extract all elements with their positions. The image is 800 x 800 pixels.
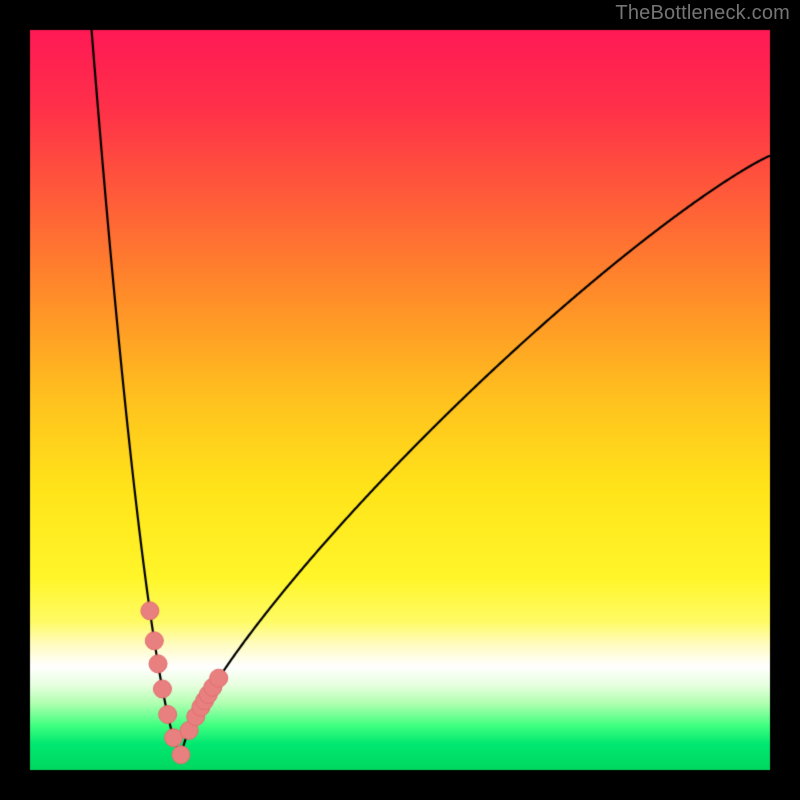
watermark-text: TheBottleneck.com <box>615 2 790 25</box>
chart-stage: TheBottleneck.com <box>0 0 800 800</box>
bottleneck-chart-canvas <box>0 0 800 800</box>
